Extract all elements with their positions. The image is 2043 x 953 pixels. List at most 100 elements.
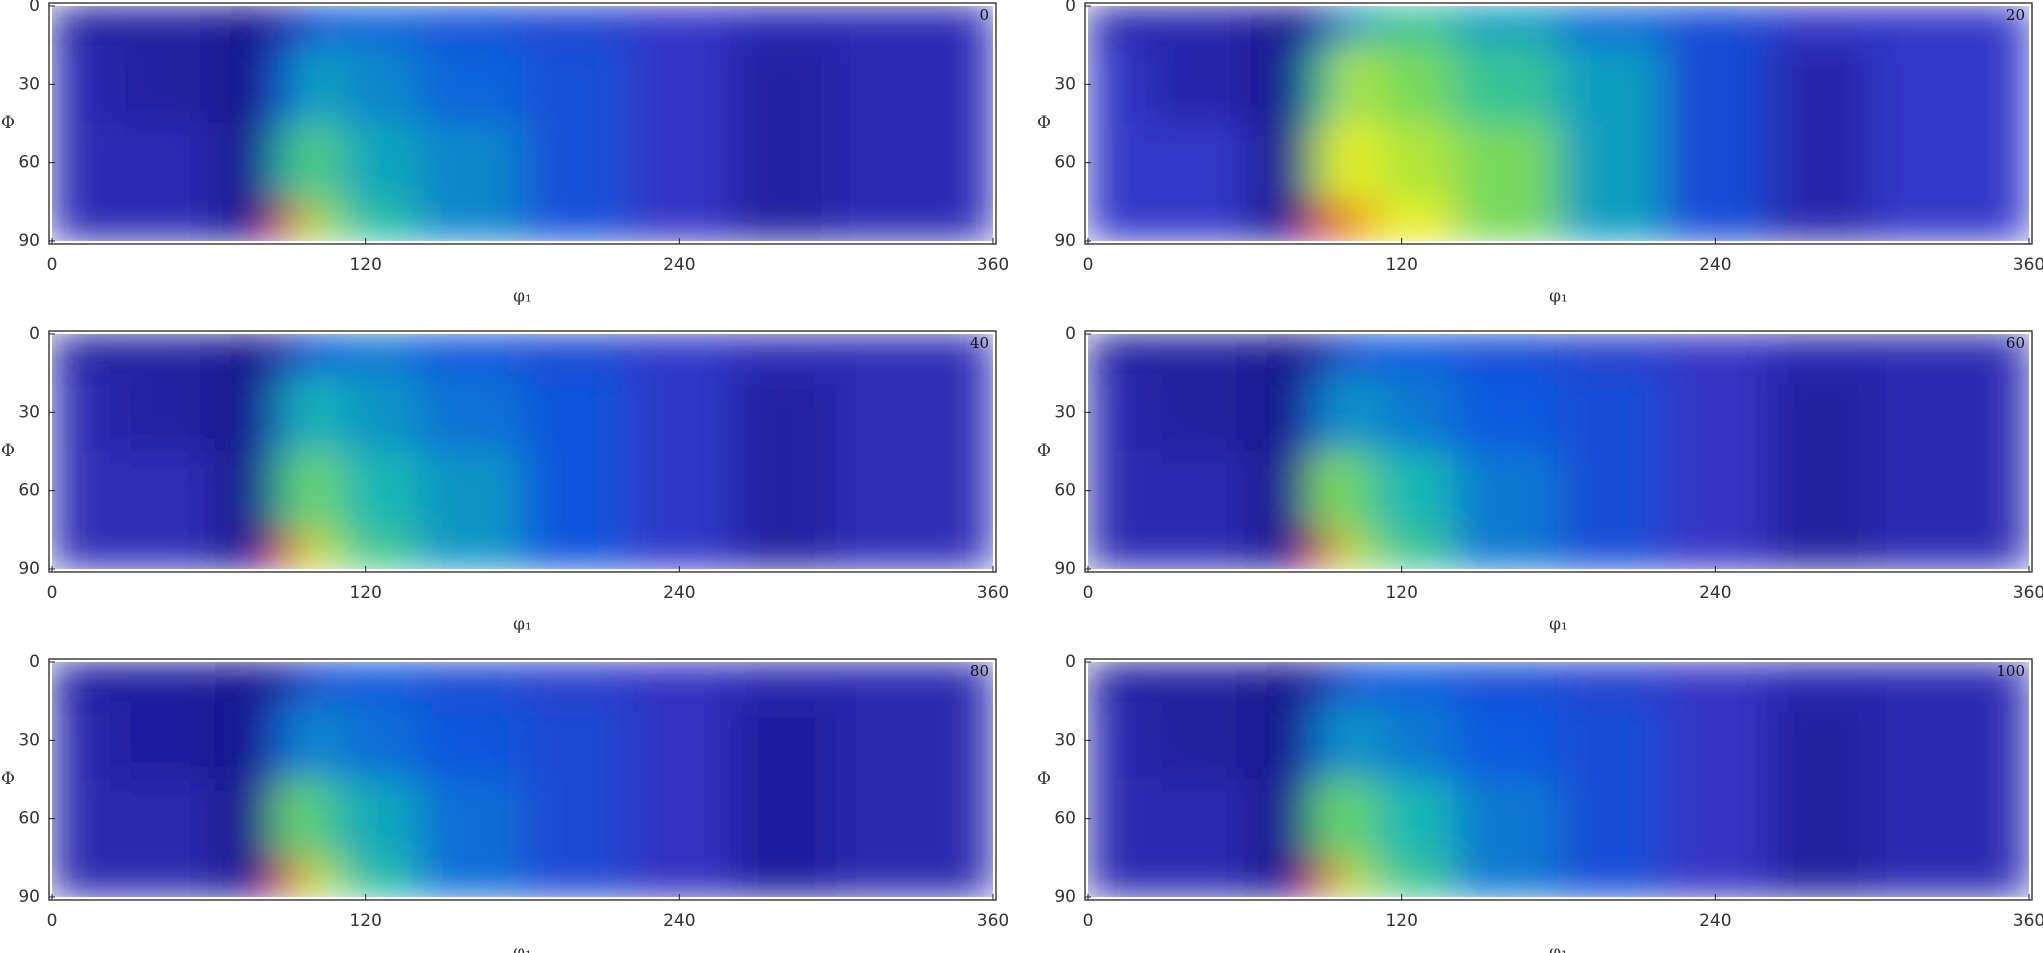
heatmap-cell bbox=[522, 44, 628, 124]
heatmap-cell bbox=[1088, 451, 1148, 531]
heatmap-cell bbox=[1309, 6, 1337, 46]
heatmap-cell bbox=[1309, 123, 1337, 203]
section-label: 40 bbox=[970, 334, 989, 352]
heatmap-cell bbox=[1146, 123, 1252, 203]
heatmap-cell bbox=[522, 372, 628, 452]
heatmap-cell bbox=[1662, 372, 1769, 452]
heatmap-cell bbox=[1375, 6, 1455, 46]
heatmap-cell bbox=[417, 334, 523, 374]
heatmap-cell bbox=[731, 857, 837, 897]
x-tick-label: 360 bbox=[977, 583, 1009, 603]
heatmap-cell bbox=[835, 700, 942, 780]
heatmap-cell bbox=[940, 779, 993, 859]
heatmap-cell bbox=[522, 700, 628, 780]
heatmap-cell bbox=[299, 372, 341, 452]
heatmap-cell bbox=[110, 201, 216, 241]
heatmap-cell bbox=[1146, 779, 1252, 859]
heatmap-cell bbox=[1250, 451, 1311, 531]
heatmap-cell bbox=[417, 123, 523, 203]
plot-frame bbox=[1084, 330, 2033, 573]
heatmap-cell bbox=[1088, 44, 1148, 124]
heatmap-cell bbox=[1453, 700, 1559, 780]
heatmap-cell bbox=[110, 700, 216, 780]
heatmap-cell bbox=[1871, 123, 1978, 203]
heatmap-cell bbox=[731, 334, 837, 374]
heatmap-cell bbox=[626, 123, 733, 203]
heatmap-cell bbox=[299, 857, 341, 897]
plot-frame bbox=[48, 330, 997, 573]
heatmap-cell bbox=[417, 201, 523, 241]
heatmap-cell bbox=[52, 372, 112, 452]
heatmap-cell bbox=[1335, 779, 1377, 859]
heatmap-cell bbox=[1453, 334, 1559, 374]
heatmap-cell bbox=[1662, 123, 1769, 203]
heatmap-cell bbox=[1662, 529, 1769, 569]
heatmap-cell bbox=[1453, 6, 1559, 46]
panel bbox=[52, 662, 993, 897]
heatmap-cell bbox=[273, 857, 301, 897]
heatmap-cell bbox=[299, 123, 341, 203]
heatmap-cell bbox=[339, 529, 419, 569]
heatmap-field bbox=[52, 6, 993, 241]
heatmap-cell bbox=[339, 700, 419, 780]
heatmap-cell bbox=[339, 662, 419, 702]
heatmap-cell bbox=[626, 372, 733, 452]
heatmap-cell bbox=[1662, 44, 1769, 124]
heatmap-cell bbox=[1871, 529, 1978, 569]
y-tick-label: 0 bbox=[29, 324, 40, 344]
heatmap-cell bbox=[1146, 6, 1252, 46]
heatmap-cell bbox=[1335, 6, 1377, 46]
heatmap-cell bbox=[1976, 372, 2029, 452]
heatmap-cell bbox=[1375, 857, 1455, 897]
heatmap-cell bbox=[1558, 529, 1664, 569]
heatmap-cell bbox=[835, 201, 942, 241]
heatmap-cell bbox=[1767, 334, 1873, 374]
x-tick-label: 240 bbox=[1699, 255, 1731, 275]
heatmap-cell bbox=[1662, 451, 1769, 531]
heatmap-cell bbox=[1558, 334, 1664, 374]
heatmap-cell bbox=[1309, 662, 1337, 702]
y-axis-label: Φ bbox=[1037, 769, 1051, 789]
heatmap-cell bbox=[1871, 44, 1978, 124]
heatmap-cell bbox=[52, 662, 112, 702]
x-tick-label: 0 bbox=[47, 255, 58, 275]
heatmap-cell bbox=[1335, 201, 1377, 241]
heatmap-cell bbox=[835, 662, 942, 702]
y-tick-label: 0 bbox=[29, 0, 40, 16]
heatmap-cell bbox=[731, 451, 837, 531]
heatmap-cell bbox=[1767, 779, 1873, 859]
heatmap-cell bbox=[1250, 857, 1311, 897]
heatmap-cell bbox=[110, 123, 216, 203]
heatmap-cell bbox=[940, 123, 993, 203]
heatmap-cell bbox=[273, 334, 301, 374]
plot-frame bbox=[48, 658, 997, 901]
x-tick-label: 120 bbox=[349, 911, 381, 931]
heatmap-cell bbox=[1250, 779, 1311, 859]
heatmap-cell bbox=[52, 529, 112, 569]
heatmap-cell bbox=[626, 201, 733, 241]
x-tick-label: 240 bbox=[1699, 583, 1731, 603]
heatmap-cell bbox=[1335, 123, 1377, 203]
heatmap-cell bbox=[1453, 857, 1559, 897]
heatmap-cell bbox=[522, 123, 628, 203]
heatmap-cell bbox=[52, 451, 112, 531]
heatmap-cell bbox=[1335, 44, 1377, 124]
heatmap-cell bbox=[417, 44, 523, 124]
heatmap-cell bbox=[110, 6, 216, 46]
panel bbox=[52, 334, 993, 569]
heatmap-cell bbox=[1871, 779, 1978, 859]
heatmap-cell bbox=[1309, 451, 1337, 531]
heatmap-cell bbox=[626, 451, 733, 531]
heatmap-cell bbox=[1558, 123, 1664, 203]
heatmap-cell bbox=[522, 857, 628, 897]
heatmap-cell bbox=[522, 529, 628, 569]
heatmap-cell bbox=[1088, 779, 1148, 859]
heatmap-cell bbox=[522, 6, 628, 46]
section-label: 20 bbox=[2006, 6, 2025, 24]
heatmap-cell bbox=[1309, 372, 1337, 452]
heatmap-cell bbox=[626, 529, 733, 569]
heatmap-cell bbox=[731, 123, 837, 203]
y-tick-label: 90 bbox=[1054, 231, 1076, 251]
y-axis-label: Φ bbox=[1, 769, 15, 789]
heatmap-cell bbox=[522, 201, 628, 241]
